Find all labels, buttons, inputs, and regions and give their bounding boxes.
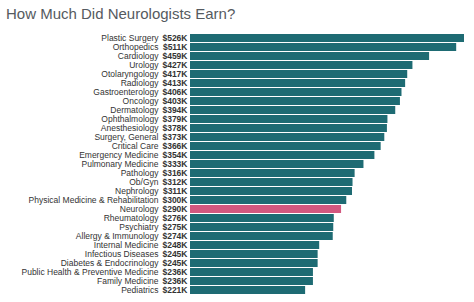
svg-text:$248K: $248K [162, 240, 188, 251]
svg-text:$275K: $275K [162, 222, 188, 233]
svg-text:Nephrology: Nephrology [115, 186, 159, 197]
svg-text:$354K: $354K [162, 150, 188, 161]
svg-text:$379K: $379K [162, 114, 188, 125]
svg-text:Pulmonary Medicine: Pulmonary Medicine [81, 159, 159, 170]
svg-text:$236K: $236K [162, 276, 188, 287]
svg-text:$394K: $394K [162, 105, 188, 116]
svg-text:$274K: $274K [162, 231, 188, 242]
svg-text:Urology: Urology [129, 60, 159, 71]
svg-text:Internal Medicine: Internal Medicine [93, 240, 159, 251]
svg-text:Orthopedics: Orthopedics [112, 42, 159, 53]
svg-text:Psychiatry: Psychiatry [119, 222, 159, 233]
svg-text:Radiology: Radiology [120, 78, 159, 89]
svg-text:$366K: $366K [162, 141, 188, 152]
svg-text:Anesthesiology: Anesthesiology [100, 123, 159, 134]
svg-text:$459K: $459K [162, 51, 188, 62]
svg-text:$403K: $403K [162, 96, 188, 107]
svg-text:$378K: $378K [162, 123, 188, 134]
svg-text:$311K: $311K [162, 186, 188, 197]
svg-text:$316K: $316K [162, 168, 188, 179]
svg-text:Dermatology: Dermatology [110, 105, 159, 116]
svg-text:Otolaryngology: Otolaryngology [101, 69, 159, 80]
svg-text:Diabetes & Endocrinology: Diabetes & Endocrinology [60, 258, 159, 269]
svg-text:$417K: $417K [162, 69, 188, 80]
svg-text:Neurology: Neurology [119, 204, 159, 215]
svg-text:$312K: $312K [162, 177, 188, 188]
svg-text:Ob/Gyn: Ob/Gyn [129, 177, 159, 188]
svg-text:Public Health & Preventive Med: Public Health & Preventive Medicine [21, 267, 159, 278]
svg-text:$406K: $406K [162, 87, 188, 98]
svg-text:$221K: $221K [162, 285, 188, 295]
svg-text:Oncology: Oncology [122, 96, 159, 107]
svg-text:$290K: $290K [162, 204, 188, 215]
svg-text:Surgery, General: Surgery, General [94, 132, 159, 143]
svg-text:Ophthalmology: Ophthalmology [101, 114, 159, 125]
svg-text:$276K: $276K [162, 213, 188, 224]
svg-text:$245K: $245K [162, 258, 188, 269]
html-text:How Much Did Neurologists Earn: How Much Did Neurologists Earn? [6, 5, 236, 22]
svg-text:Cardiology: Cardiology [117, 51, 159, 62]
svg-text:Allergy & Immunology: Allergy & Immunology [75, 231, 159, 242]
svg-text:$245K: $245K [162, 249, 188, 260]
svg-text:$236K: $236K [162, 267, 188, 278]
svg-text:Physical Medicine & Rehabilita: Physical Medicine & Rehabilitation [28, 195, 159, 206]
svg-text:Infectious Diseases: Infectious Diseases [84, 249, 159, 260]
svg-text:$427K: $427K [162, 60, 188, 71]
svg-text:Pathology: Pathology [120, 168, 159, 179]
svg-text:Gastroenterology: Gastroenterology [93, 87, 159, 98]
svg-text:$333K: $333K [162, 159, 188, 170]
svg-text:$511K: $511K [162, 42, 188, 53]
svg-text:$373K: $373K [162, 132, 188, 143]
svg-text:$300K: $300K [162, 195, 188, 206]
svg-text:Pediatrics: Pediatrics [121, 285, 158, 295]
svg-text:Critical Care: Critical Care [111, 141, 159, 152]
svg-text:$526K: $526K [162, 33, 188, 44]
svg-text:$413K: $413K [162, 78, 188, 89]
svg-text:Plastic Surgery: Plastic Surgery [101, 33, 159, 44]
svg-text:Rheumatology: Rheumatology [103, 213, 159, 224]
svg-text:Emergency Medicine: Emergency Medicine [79, 150, 159, 161]
svg-text:Family Medicine: Family Medicine [97, 276, 159, 287]
